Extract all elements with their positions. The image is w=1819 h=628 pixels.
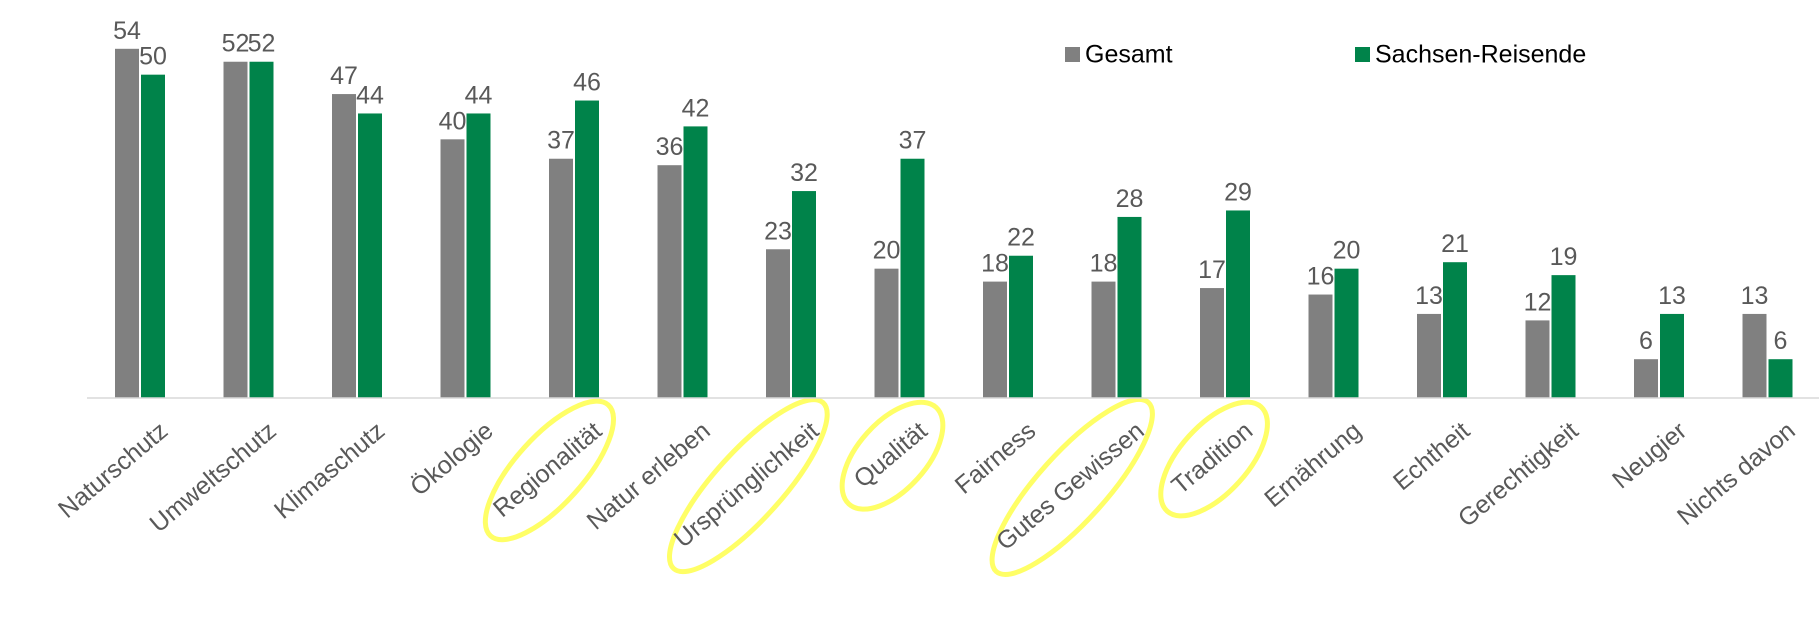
bar: [657, 165, 682, 398]
highlight-group: [482, 396, 1270, 577]
x-tick-label: Klimaschutz: [269, 417, 390, 525]
value-label: 21: [1441, 230, 1469, 258]
highlight-ellipse: [482, 398, 617, 543]
x-tick-label: Neugier: [1607, 417, 1692, 495]
bar: [1768, 359, 1793, 398]
value-label: 12: [1524, 288, 1552, 316]
bar: [900, 158, 925, 398]
value-label: 13: [1658, 282, 1686, 310]
bar: [1226, 210, 1250, 398]
value-label: 22: [1007, 224, 1035, 252]
value-label: 23: [764, 217, 792, 245]
bar: [874, 268, 899, 398]
bar: [1117, 216, 1142, 398]
value-label: 18: [1090, 250, 1118, 278]
bar: [358, 113, 382, 398]
bar: [575, 100, 599, 399]
bar: [1417, 313, 1441, 398]
value-label: 36: [656, 133, 684, 161]
bar: [1443, 262, 1467, 398]
value-label: 19: [1550, 243, 1578, 271]
value-label: 16: [1307, 263, 1335, 291]
bar: [1551, 275, 1576, 398]
bar: [332, 94, 356, 399]
highlight-ellipse: [839, 399, 946, 512]
bar: [1660, 313, 1684, 398]
value-label: 46: [573, 69, 601, 97]
x-tick-label: Nichts davon: [1672, 417, 1801, 531]
bar: [983, 281, 1007, 398]
bar: [549, 158, 573, 398]
highlight-ellipse: [666, 397, 830, 575]
bar: [1742, 313, 1767, 398]
legend-label: Gesamt: [1085, 41, 1173, 69]
value-label: 44: [356, 81, 384, 109]
legend-swatch: [1065, 47, 1080, 62]
bar: [1091, 281, 1116, 398]
x-tick-label: Tradition: [1166, 417, 1258, 500]
value-label: 32: [790, 159, 818, 187]
value-label: 29: [1224, 178, 1252, 206]
value-label: 52: [222, 30, 250, 58]
bar: [440, 139, 465, 399]
value-label: 28: [1116, 185, 1144, 213]
value-label: 47: [330, 62, 358, 90]
bar: [1525, 320, 1550, 398]
value-label: 54: [113, 17, 141, 45]
bar: [141, 74, 165, 399]
bar: [1200, 288, 1224, 398]
x-tick-label: Gerechtigkeit: [1453, 417, 1584, 533]
value-label: 13: [1415, 282, 1443, 310]
highlight-ellipse: [989, 396, 1155, 577]
bar: [1334, 268, 1359, 398]
value-label: 18: [981, 250, 1009, 278]
value-label: 52: [248, 30, 276, 58]
bar: [223, 61, 248, 398]
bar: [766, 249, 790, 398]
legend-swatch: [1355, 47, 1370, 62]
bar: [466, 113, 491, 398]
x-tick-label: Qualität: [849, 417, 933, 494]
bar: [1009, 255, 1033, 398]
bar: [792, 191, 816, 398]
value-label: 44: [465, 81, 493, 109]
value-label: 40: [439, 107, 467, 135]
value-label: 17: [1198, 256, 1226, 284]
x-tick-label: Echtheit: [1388, 417, 1475, 497]
value-label: 6: [1639, 327, 1653, 355]
bar: [249, 61, 274, 398]
x-tick-label: Ernährung: [1259, 417, 1366, 513]
bar: [1308, 294, 1333, 398]
value-label: 13: [1741, 282, 1769, 310]
bar: [1634, 359, 1658, 398]
highlight-ellipse: [1158, 399, 1270, 519]
bar: [115, 48, 139, 399]
value-label: 42: [682, 94, 710, 122]
bar: [683, 126, 708, 399]
x-tick-label: Ökologie: [405, 417, 499, 502]
value-label: 6: [1774, 327, 1788, 355]
value-label: 37: [899, 127, 927, 155]
value-label: 50: [139, 43, 167, 71]
value-label: 37: [547, 127, 575, 155]
value-label: 20: [873, 237, 901, 265]
legend-label: Sachsen-Reisende: [1375, 41, 1586, 69]
value-label: 20: [1333, 237, 1361, 265]
